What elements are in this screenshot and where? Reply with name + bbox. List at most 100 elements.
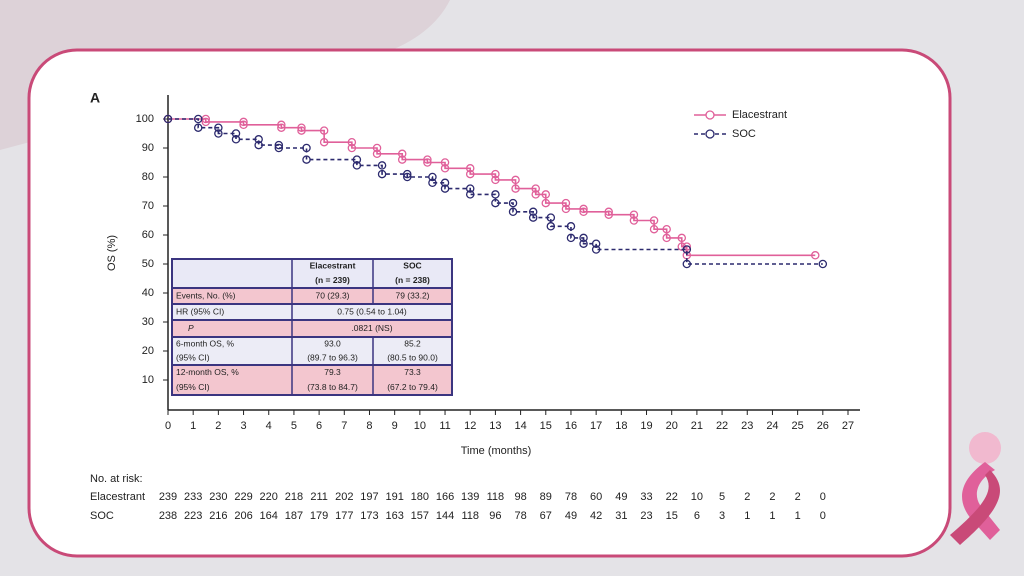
risk-count: 206 [234, 510, 252, 522]
censor-marker [372, 143, 382, 153]
risk-row-label: SOC [90, 510, 114, 522]
legend-marker [705, 110, 715, 120]
x-tick-label: 23 [741, 420, 753, 432]
risk-count: 187 [285, 510, 303, 522]
risk-count: 202 [335, 491, 353, 503]
risk-count: 78 [565, 491, 577, 503]
censor-marker [352, 161, 362, 170]
inset-table: Elacestrant (n = 239) SOC (n = 238) Events, … [171, 258, 453, 396]
censor-marker [541, 198, 551, 208]
censor-marker [531, 184, 540, 193]
censor-marker [662, 233, 671, 243]
risk-count: 42 [590, 510, 602, 522]
risk-count: 23 [640, 510, 652, 522]
censor-marker [302, 143, 311, 153]
censor-marker [347, 143, 357, 153]
censor-marker [214, 123, 223, 132]
table-cell: 0.75 (0.54 to 1.04) [337, 306, 407, 316]
censor-marker [440, 184, 450, 193]
risk-count: 1 [769, 510, 775, 522]
censor-marker [811, 251, 820, 260]
y-tick-label: 60 [142, 229, 154, 241]
censor-marker [403, 172, 412, 182]
risk-count: 31 [615, 510, 627, 522]
table-header-row [171, 258, 453, 289]
risk-count: 139 [461, 491, 479, 503]
censor-marker [465, 184, 475, 193]
table-cell: 79.3 [324, 367, 341, 377]
x-tick-label: 20 [666, 420, 678, 432]
censor-marker [662, 224, 671, 234]
table-cell: 73.3 [404, 367, 421, 377]
censor-marker [319, 126, 329, 135]
risk-count: 220 [260, 491, 278, 503]
risk-row-label: Elacestrant [90, 491, 145, 503]
censor-marker [491, 175, 500, 185]
censor-marker [591, 239, 601, 248]
table-cell: .0821 (NS) [351, 323, 392, 333]
risk-count: 211 [310, 491, 328, 503]
censor-marker [491, 190, 500, 199]
censor-marker [352, 155, 362, 164]
legend-label: SOC [732, 128, 756, 140]
risk-count: 218 [285, 491, 303, 503]
censor-marker [591, 245, 601, 254]
censor-marker [428, 178, 437, 188]
censor-marker [163, 114, 173, 124]
censor-marker [274, 140, 284, 150]
censor-marker [465, 164, 475, 173]
table-row [171, 364, 453, 396]
risk-count: 96 [489, 510, 501, 522]
censor-marker [214, 129, 223, 138]
x-tick-label: 22 [716, 420, 728, 432]
risk-count: 233 [184, 491, 202, 503]
x-tick-label: 7 [341, 420, 347, 432]
censor-marker [397, 149, 407, 159]
risk-count: 22 [666, 491, 678, 503]
censor-marker [239, 120, 248, 130]
x-tick-label: 8 [366, 420, 372, 432]
censor-marker [377, 169, 387, 179]
y-tick-label: 10 [142, 374, 154, 386]
censor-marker [231, 135, 241, 144]
x-tick-label: 1 [190, 420, 196, 432]
x-tick-label: 26 [817, 420, 829, 432]
table-cell: (n = 239) [315, 275, 350, 285]
risk-count: 179 [310, 510, 328, 522]
risk-count: 33 [640, 491, 652, 503]
risk-count: 0 [820, 510, 826, 522]
censor-marker [649, 224, 659, 234]
censor-marker [347, 137, 357, 147]
censor-marker [579, 204, 588, 214]
risk-count: 157 [411, 510, 429, 522]
risk-count: 163 [385, 510, 403, 522]
y-tick-label: 100 [136, 113, 154, 125]
risk-count: 177 [335, 510, 353, 522]
panel-label: A [90, 90, 100, 106]
risk-count: 3 [719, 510, 725, 522]
x-tick-label: 24 [766, 420, 778, 432]
table-cell: 12-month OS, % [176, 367, 239, 377]
censor-marker [231, 129, 241, 138]
censor-marker [277, 120, 286, 130]
censor-marker [629, 210, 639, 219]
risk-count: 238 [159, 510, 177, 522]
censor-marker [579, 207, 588, 217]
censor-marker [649, 216, 659, 225]
risk-count: 2 [795, 491, 801, 503]
risk-count: 191 [385, 491, 403, 503]
censor-marker [546, 222, 556, 231]
censor-marker [440, 158, 450, 167]
risk-count: 67 [540, 510, 552, 522]
risk-count: 0 [820, 491, 826, 503]
censor-marker [682, 245, 692, 254]
risk-count: 223 [184, 510, 202, 522]
risk-title: No. at risk: [90, 473, 143, 485]
table-cell: (95% CI) [176, 352, 210, 362]
risk-count: 197 [360, 491, 378, 503]
censor-marker [528, 213, 538, 222]
table-cell: (80.5 to 90.0) [387, 352, 438, 362]
x-tick-label: 5 [291, 420, 297, 432]
risk-count: 2 [769, 491, 775, 503]
table-cell: 6-month OS, % [176, 338, 235, 348]
